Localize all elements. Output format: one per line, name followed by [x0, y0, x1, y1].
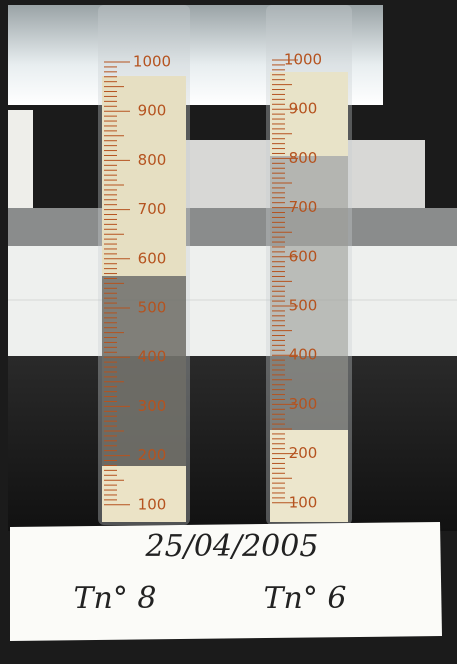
- date: 25/04/2005: [145, 529, 319, 564]
- tiles: [8, 246, 457, 356]
- scale-label: 900: [138, 102, 167, 120]
- scale-label: 300: [138, 397, 167, 415]
- shelf: [8, 208, 457, 246]
- scale-label: 700: [138, 200, 167, 218]
- scale-label: 400: [138, 348, 167, 366]
- scale-label: 500: [138, 299, 167, 317]
- scale-label: 600: [138, 249, 167, 267]
- scale-label: 700: [289, 198, 318, 216]
- sample-label: Tn° 8: [74, 581, 157, 616]
- scale-label: 100: [138, 495, 167, 513]
- scale-label: 200: [138, 446, 167, 464]
- clear-liquid: [270, 156, 348, 430]
- scale-label: 900: [289, 100, 318, 118]
- scale-label: 200: [289, 444, 318, 462]
- paper-roll: [8, 110, 33, 210]
- scale-label: 100: [289, 493, 318, 511]
- photo: 1000 900 800 700 600 500 400 300 200 100 1000 900 80…: [0, 0, 457, 664]
- sample-label: Tn° 6: [264, 581, 347, 616]
- scale-label: 800: [138, 151, 167, 169]
- scale-label: 600: [289, 247, 318, 265]
- scale-label: 1000: [284, 51, 322, 69]
- scale-label: 800: [289, 149, 318, 167]
- scale-label: 300: [289, 395, 318, 413]
- scale-label: 500: [289, 297, 318, 315]
- scale-label: 400: [289, 346, 318, 364]
- sludge-bottom: [102, 466, 186, 522]
- scale-label: 1000: [133, 53, 171, 71]
- counter: [8, 356, 457, 531]
